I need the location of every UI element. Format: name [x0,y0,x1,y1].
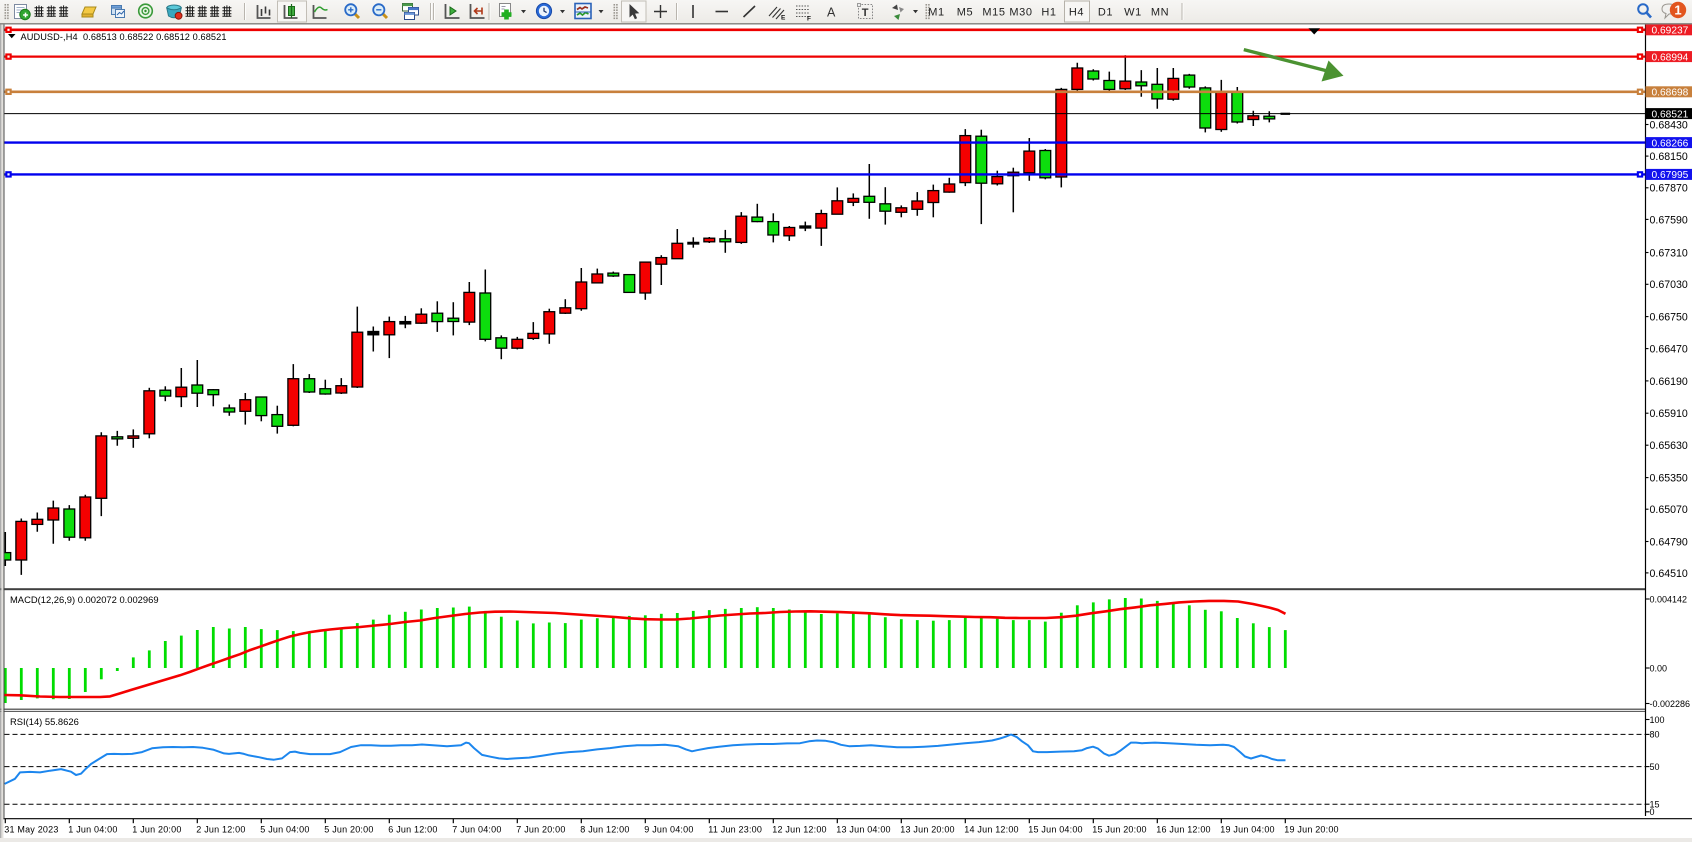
svg-text:W1: W1 [1124,7,1142,19]
svg-text:0.66750: 0.66750 [1650,312,1688,324]
svg-text:9 Jun 04:00: 9 Jun 04:00 [644,825,693,835]
svg-text:19 Jun 04:00: 19 Jun 04:00 [1220,825,1274,835]
svg-text:RSI(14) 55.8626: RSI(14) 55.8626 [10,716,79,727]
svg-text:0.68150: 0.68150 [1650,151,1688,163]
svg-text:0: 0 [1650,807,1655,817]
svg-text:MN: MN [1151,7,1169,19]
svg-text:D1: D1 [1098,7,1113,19]
svg-text:0.67590: 0.67590 [1650,214,1688,226]
svg-text:15: 15 [1650,800,1660,810]
svg-text:0.004142: 0.004142 [1650,594,1688,604]
svg-text:M1: M1 [928,7,944,19]
svg-text:0.67030: 0.67030 [1650,279,1688,291]
svg-text:50: 50 [1650,762,1660,772]
svg-text:0.69237: 0.69237 [1652,26,1689,37]
svg-text:T: T [862,7,869,19]
svg-text:0.68994: 0.68994 [1652,52,1689,63]
svg-text:1: 1 [1674,3,1681,18]
svg-text:AUDUSD-,H4 0.68513 0.68522 0.: AUDUSD-,H4 0.68513 0.68522 0.68512 0.685… [21,32,227,42]
svg-text:0.64790: 0.64790 [1650,536,1688,548]
svg-text:2 Jun 12:00: 2 Jun 12:00 [196,825,245,835]
svg-text:13 Jun 20:00: 13 Jun 20:00 [900,825,954,835]
svg-text:0.00: 0.00 [1650,663,1668,673]
svg-text:0.66190: 0.66190 [1650,376,1688,388]
svg-text:0.65630: 0.65630 [1650,440,1688,452]
svg-text:5 Jun 04:00: 5 Jun 04:00 [260,825,309,835]
svg-text:0.67870: 0.67870 [1650,183,1688,195]
svg-text:F: F [807,16,811,23]
svg-text:6 Jun 12:00: 6 Jun 12:00 [388,825,437,835]
svg-text:M5: M5 [957,7,973,19]
svg-text:MACD(12,26,9) 0.002072 0.00296: MACD(12,26,9) 0.002072 0.002969 [10,594,159,605]
svg-text:M15: M15 [982,7,1005,19]
svg-text:13 Jun 04:00: 13 Jun 04:00 [836,825,890,835]
svg-text:0.68521: 0.68521 [1652,109,1689,120]
svg-text:E: E [781,15,786,22]
svg-text:1 Jun 04:00: 1 Jun 04:00 [68,825,117,835]
svg-text:1 Jun 20:00: 1 Jun 20:00 [132,825,181,835]
svg-text:H1: H1 [1041,7,1056,19]
svg-text:11 Jun 23:00: 11 Jun 23:00 [708,825,762,835]
svg-text:7 Jun 20:00: 7 Jun 20:00 [516,825,565,835]
svg-text:5 Jun 20:00: 5 Jun 20:00 [324,825,373,835]
svg-text:0.68698: 0.68698 [1652,88,1689,99]
svg-text:0.68430: 0.68430 [1650,119,1688,131]
svg-text:H4: H4 [1069,7,1084,19]
svg-text:100: 100 [1650,715,1665,725]
svg-text:0.65910: 0.65910 [1650,408,1688,420]
svg-text:7 Jun 04:00: 7 Jun 04:00 [452,825,501,835]
svg-text:12 Jun 12:00: 12 Jun 12:00 [772,825,826,835]
svg-text:0.65070: 0.65070 [1650,504,1688,516]
svg-text:8 Jun 12:00: 8 Jun 12:00 [580,825,629,835]
svg-text:14 Jun 12:00: 14 Jun 12:00 [964,825,1018,835]
svg-text:0.65350: 0.65350 [1650,473,1688,485]
svg-text:16 Jun 12:00: 16 Jun 12:00 [1156,825,1210,835]
svg-text:31 May 2023: 31 May 2023 [4,825,58,835]
svg-text:-0.002286: -0.002286 [1650,699,1691,709]
svg-text:15 Jun 20:00: 15 Jun 20:00 [1092,825,1146,835]
svg-text:M30: M30 [1009,7,1032,19]
svg-text:0.66470: 0.66470 [1650,344,1688,356]
svg-text:19 Jun 20:00: 19 Jun 20:00 [1284,825,1338,835]
svg-text:15 Jun 04:00: 15 Jun 04:00 [1028,825,1082,835]
svg-text:0.67995: 0.67995 [1652,170,1689,181]
svg-text:0.64510: 0.64510 [1650,568,1688,580]
svg-text:A: A [827,6,836,20]
svg-text:80: 80 [1650,730,1660,740]
svg-text:0.68266: 0.68266 [1652,138,1689,149]
svg-text:0.67310: 0.67310 [1650,247,1688,259]
